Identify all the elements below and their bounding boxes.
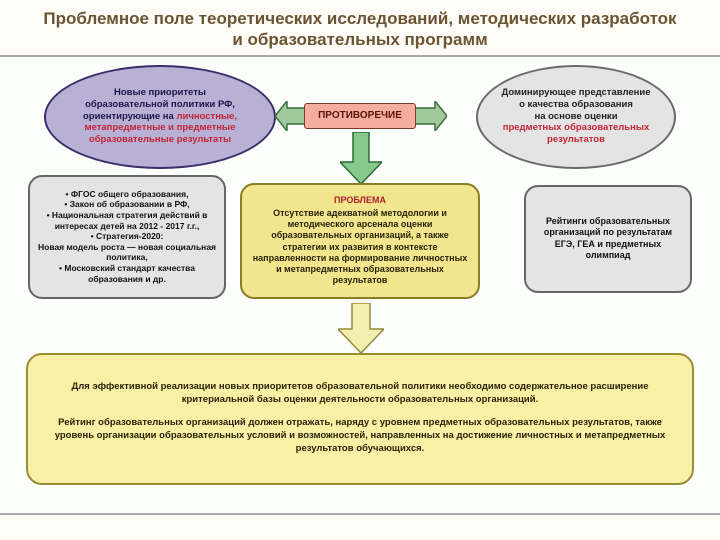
doc-item: • Закон об образовании в РФ,: [38, 199, 216, 210]
diagram-area: Новые приоритеты образовательной политик…: [0, 55, 720, 515]
dominant-accent: предметных образовательных результатов: [503, 122, 650, 145]
dominant-line2: о качества образования: [519, 99, 633, 110]
doc-item: • Московский стандарт качества образован…: [38, 263, 216, 284]
conclusion-p2: Рейтинг образовательных организаций долж…: [44, 417, 676, 455]
doc-item: • Стратегия-2020:: [38, 231, 216, 242]
box-documents: • ФГОС общего образования, • Закон об об…: [28, 175, 226, 299]
box-ratings: Рейтинги образовательных организаций по …: [524, 185, 692, 293]
priorities-line2: образовательной политики РФ,: [85, 99, 235, 110]
box-conclusion: Для эффективной реализации новых приорит…: [26, 353, 694, 485]
doc-item: • ФГОС общего образования,: [38, 189, 216, 200]
dominant-line3: на основе оценки: [534, 111, 617, 122]
doc-item: Новая модель роста — новая социальная по…: [38, 242, 216, 263]
priorities-line3: ориентирующие на: [83, 111, 176, 122]
doc-item: • Национальная стратегия действий в инте…: [38, 210, 216, 231]
page-title: Проблемное поле теоретических исследован…: [0, 0, 720, 55]
conclusion-p1: Для эффективной реализации новых приорит…: [44, 381, 676, 407]
arrow-left-icon: [275, 101, 307, 131]
ellipse-priorities: Новые приоритеты образовательной политик…: [44, 65, 276, 169]
problem-label: ПРОБЛЕМА: [250, 195, 470, 206]
contradiction-label: ПРОТИВОРЕЧИЕ: [304, 103, 416, 129]
box-problem: ПРОБЛЕМА Отсутствие адекватной методолог…: [240, 183, 480, 299]
arrow-right-icon: [415, 101, 447, 131]
priorities-line1: Новые приоритеты: [114, 87, 206, 98]
arrow-down2-icon: [338, 303, 384, 353]
problem-text: Отсутствие адекватной методологии и мето…: [250, 208, 470, 287]
ellipse-dominant: Доминирующее представление о качества об…: [476, 65, 676, 169]
arrow-down-icon: [340, 132, 382, 184]
dominant-line1: Доминирующее представление: [501, 87, 650, 98]
ratings-text: Рейтинги образовательных организаций по …: [534, 216, 682, 261]
